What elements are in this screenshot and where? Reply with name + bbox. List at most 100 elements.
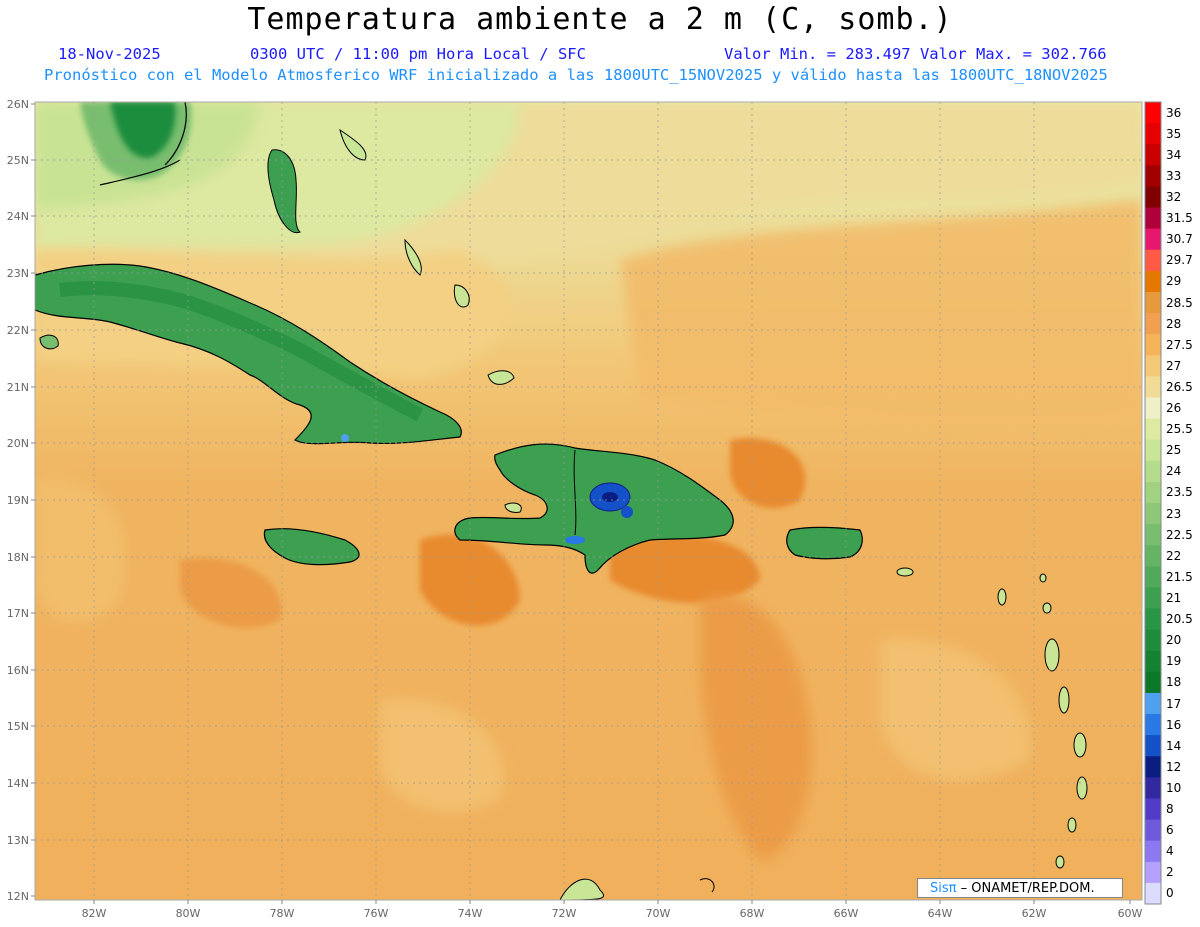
colorbar-label: 4	[1166, 844, 1174, 859]
colorbar-swatch	[1145, 186, 1161, 209]
colorbar-label: 27	[1166, 358, 1182, 373]
colorbar-label: 28	[1166, 316, 1182, 331]
map-title: Temperatura ambiente a 2 m (C, somb.)	[247, 2, 953, 37]
colorbar-label: 20.5	[1166, 612, 1193, 627]
lon-label: 62W	[1022, 907, 1047, 920]
colorbar-swatch	[1145, 355, 1161, 377]
colorbar-label: 2	[1166, 865, 1174, 880]
lat-label: 26N	[7, 98, 29, 111]
credit-brand: Sisπ	[930, 881, 957, 896]
colorbar-swatch	[1145, 144, 1161, 166]
colorbar-swatch	[1145, 777, 1161, 799]
colorbar-label: 28.5	[1166, 295, 1193, 310]
colorbar-label: 29.7	[1166, 253, 1193, 268]
colorbar-swatch	[1145, 545, 1161, 567]
colorbar-swatch	[1145, 460, 1161, 483]
plot-frame	[34, 101, 1143, 901]
lon-label: 66W	[834, 907, 859, 920]
lat-label: 24N	[7, 210, 29, 223]
bahamas-islands	[267, 128, 515, 385]
lon-labels: 82W 80W 78W 76W 74W 72W 70W 68W 66W 64W …	[82, 907, 1143, 920]
colorbar-swatch	[1145, 756, 1161, 778]
lat-label: 15N	[7, 720, 29, 733]
colorbar-label: 21	[1166, 590, 1182, 605]
colorbar-label: 23.5	[1166, 485, 1193, 500]
colorbar-label: 33	[1166, 168, 1182, 183]
lon-label: 72W	[552, 907, 577, 920]
lat-label: 21N	[7, 381, 29, 394]
colorbar-swatch	[1145, 418, 1161, 441]
colorbar	[1144, 101, 1162, 905]
colorbar-swatch	[1145, 524, 1161, 546]
colorbar-label: 16	[1166, 717, 1182, 732]
colorbar-label: 23	[1166, 506, 1182, 521]
colorbar-label: 25	[1166, 443, 1182, 458]
colorbar-swatch	[1145, 608, 1161, 631]
lon-label: 70W	[646, 907, 671, 920]
colorbar-label: 29	[1166, 274, 1182, 289]
colorbar-swatch	[1145, 861, 1161, 884]
colorbar-label: 25.5	[1166, 422, 1193, 437]
puerto-rico-landmass	[786, 526, 863, 560]
colorbar-frame	[1144, 101, 1162, 905]
colorbar-label: 6	[1166, 823, 1174, 838]
colorbar-label: 31.5	[1166, 211, 1193, 226]
colorbar-label: 34	[1166, 147, 1182, 162]
colorbar-label: 17	[1166, 696, 1182, 711]
map-field	[35, 102, 1142, 900]
colorbar-label: 20	[1166, 633, 1182, 648]
colorbar-swatch	[1145, 397, 1161, 420]
colorbar-label: 35	[1166, 126, 1182, 141]
lat-label: 17N	[7, 607, 29, 620]
lat-label: 13N	[7, 834, 29, 847]
colorbar-label: 22	[1166, 548, 1182, 563]
colorbar-label: 36	[1166, 105, 1182, 120]
lat-label: 18N	[7, 551, 29, 564]
colorbar-swatch	[1145, 481, 1161, 504]
colorbar-swatch	[1145, 735, 1161, 757]
colorbar-swatch	[1145, 819, 1161, 842]
colorbar-swatch	[1145, 650, 1161, 673]
lat-label: 12N	[7, 890, 29, 903]
valid-date: 18-Nov-2025	[58, 45, 161, 63]
lat-label: 14N	[7, 777, 29, 790]
colorbar-label: 19	[1166, 654, 1182, 669]
colorbar-swatch	[1145, 882, 1161, 905]
lat-label: 22N	[7, 324, 29, 337]
jamaica-landmass	[263, 528, 360, 566]
lon-label: 68W	[740, 907, 765, 920]
lat-label: 23N	[7, 267, 29, 280]
cuba-landmass	[35, 263, 462, 445]
colorbar-label: 18	[1166, 675, 1182, 690]
florida-landmass	[80, 102, 192, 186]
colorbar-swatch	[1145, 291, 1161, 314]
colorbar-label: 26.5	[1166, 379, 1193, 394]
colorbar-swatch	[1145, 313, 1161, 335]
colorbar-swatch	[1145, 629, 1161, 652]
colorbar-swatch	[1145, 840, 1161, 863]
colorbar-label: 10	[1166, 780, 1182, 795]
credit-box: Sisπ – ONAMET/REP.DOM.	[917, 878, 1123, 898]
colorbar-swatch	[1145, 798, 1161, 821]
colorbar-swatch	[1145, 165, 1161, 187]
colorbar-swatch	[1145, 376, 1161, 398]
lon-label: 76W	[364, 907, 389, 920]
lat-label: 20N	[7, 437, 29, 450]
hispaniola-landmass	[454, 443, 734, 574]
colorbar-label: 24	[1166, 464, 1182, 479]
colorbar-label: 8	[1166, 802, 1174, 817]
colorbar-swatch	[1145, 249, 1161, 272]
colorbar-swatch	[1145, 692, 1161, 715]
colorbar-label: 32	[1166, 189, 1182, 204]
lon-label: 74W	[458, 907, 483, 920]
colorbar-swatch	[1145, 566, 1161, 588]
colorbar-swatch	[1145, 123, 1161, 145]
lat-label: 16N	[7, 664, 29, 677]
colorbar-swatch	[1145, 270, 1161, 293]
colorbar-label: 12	[1166, 759, 1182, 774]
colorbar-swatch	[1145, 102, 1161, 124]
colorbar-swatch	[1145, 714, 1161, 736]
lesser-antilles	[896, 567, 1088, 869]
grid-lines	[35, 102, 1142, 900]
